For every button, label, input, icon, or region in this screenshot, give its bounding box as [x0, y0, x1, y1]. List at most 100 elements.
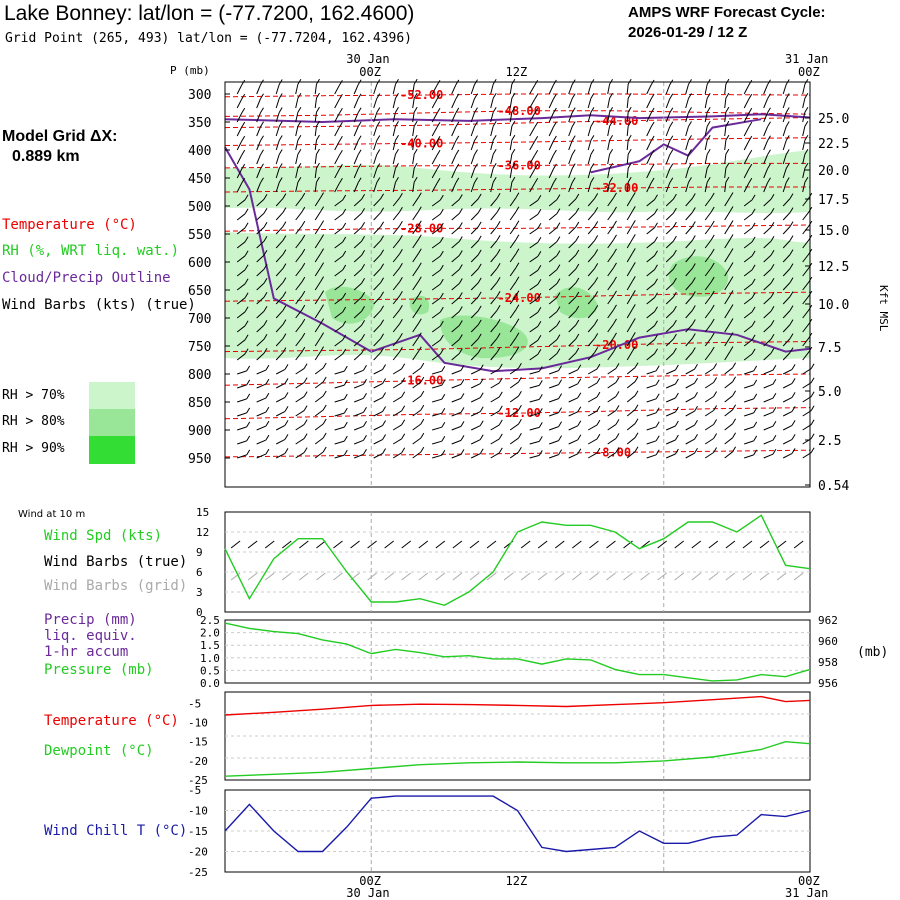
top-time-label: 12Z — [506, 65, 528, 79]
wind-barb — [665, 182, 671, 193]
wind-barb — [743, 98, 750, 109]
wind-barb — [763, 126, 768, 137]
wind-barb-flag — [552, 107, 557, 114]
wind-barb — [392, 197, 400, 207]
wind-barb-flag — [301, 346, 306, 353]
wind-barb — [509, 323, 517, 333]
wind-barb-flag — [556, 292, 561, 298]
wind-barb-flag — [634, 390, 639, 396]
wind-barb-flag — [338, 177, 343, 184]
sfc-wind-barb-grid — [486, 572, 497, 581]
wind-barb-flag — [732, 446, 737, 453]
wind-barb — [626, 239, 633, 249]
wind-barb-flag — [594, 263, 599, 269]
wind-barb — [373, 84, 378, 95]
wind-barb-flag — [260, 135, 264, 141]
wind-barb-flag — [395, 121, 399, 127]
wind-barb — [470, 154, 475, 165]
wind-barb — [295, 239, 303, 249]
wind-barb — [353, 268, 362, 277]
wind-barb — [275, 154, 280, 165]
wind-barb — [743, 283, 753, 291]
wind-barb — [353, 296, 362, 305]
wind-barb — [685, 126, 689, 137]
wind-barb — [704, 295, 712, 305]
wind-barb-flag — [672, 193, 677, 200]
wind-barb-flag — [282, 291, 287, 297]
wind-barb — [431, 199, 441, 207]
wind-barb-flag — [751, 306, 756, 313]
wind-barb — [607, 323, 614, 333]
wind-barb-flag — [517, 432, 522, 439]
wind-barb — [665, 254, 674, 263]
wind-barb — [295, 382, 305, 389]
wind-barb-flag — [710, 248, 715, 255]
wind-barb-flag — [303, 391, 308, 397]
wind-barb-flag — [594, 221, 599, 227]
wind-barb-flag — [322, 432, 327, 439]
sfc-wind-barb — [657, 540, 667, 549]
wind-barb-flag — [413, 162, 418, 169]
wind-barb — [626, 437, 636, 445]
wind-barb — [607, 337, 614, 347]
wind-barb-flag — [694, 377, 698, 384]
sfc-wind-barb-grid — [367, 572, 377, 581]
wind-barb-flag — [810, 433, 815, 439]
wind-barb — [373, 397, 383, 403]
wind-barb — [490, 323, 498, 333]
wind-barb — [587, 84, 592, 95]
wind-barb — [724, 239, 731, 249]
wind-barb-flag — [691, 305, 696, 311]
wind-barb — [685, 452, 695, 459]
wind-barb-flag — [631, 276, 636, 282]
wind-barb-flag — [594, 305, 599, 311]
wind-barb — [704, 126, 708, 137]
wind-barb-flag — [303, 363, 308, 369]
isotherm-label: -32.00 — [595, 181, 638, 195]
wind-barb-flag — [265, 420, 270, 427]
temp-tick-label: -5 — [188, 697, 201, 710]
wind-barb — [724, 395, 733, 403]
wind-barb — [646, 370, 657, 375]
wind-barb-flag — [474, 135, 478, 141]
wind-barb — [451, 311, 460, 319]
wind-barb-flag — [772, 448, 777, 455]
wind-barb — [275, 268, 284, 277]
wind-barb — [665, 310, 674, 319]
wind-barb — [685, 268, 693, 277]
wind-barb-flag — [688, 135, 692, 141]
wind-barb-flag — [380, 291, 385, 297]
wind-barb-flag — [650, 177, 655, 184]
wind-barb-flag — [654, 236, 658, 242]
wind-barb — [275, 84, 280, 95]
wind-barb-flag — [710, 206, 715, 213]
wind-barb — [607, 197, 614, 207]
sfc-wind-barb — [281, 540, 292, 549]
wind-barb — [256, 282, 265, 291]
wind-barb-flag — [706, 162, 711, 169]
wind-barb — [607, 267, 614, 277]
wind-barb-flag — [609, 134, 614, 141]
wind-barb-flag — [613, 318, 617, 325]
wind-barb-flag — [785, 163, 790, 169]
wind-barb-flag — [515, 206, 520, 213]
wind-barb-flag — [496, 235, 501, 241]
wind-barb-flag — [260, 177, 264, 183]
wind-barb — [802, 98, 806, 109]
wind-barb-flag — [278, 135, 283, 141]
wind-barb-flag — [301, 248, 306, 255]
wind-barb-flag — [590, 107, 595, 113]
wind-barb — [626, 423, 636, 431]
wind-barb — [373, 282, 381, 291]
wind-barb — [685, 226, 693, 235]
wind-barb-flag — [338, 149, 343, 156]
wind-barb — [412, 182, 415, 193]
wind-barb — [529, 426, 540, 431]
wind-barb-flag — [417, 332, 422, 338]
wind-barb-flag — [460, 407, 465, 413]
wind-barb-flag — [729, 262, 734, 268]
kft-tick-label: 12.5 — [818, 260, 849, 275]
wind-barb-flag — [669, 177, 674, 183]
wind-barb — [607, 140, 611, 151]
wind-barb-flag — [691, 249, 696, 255]
